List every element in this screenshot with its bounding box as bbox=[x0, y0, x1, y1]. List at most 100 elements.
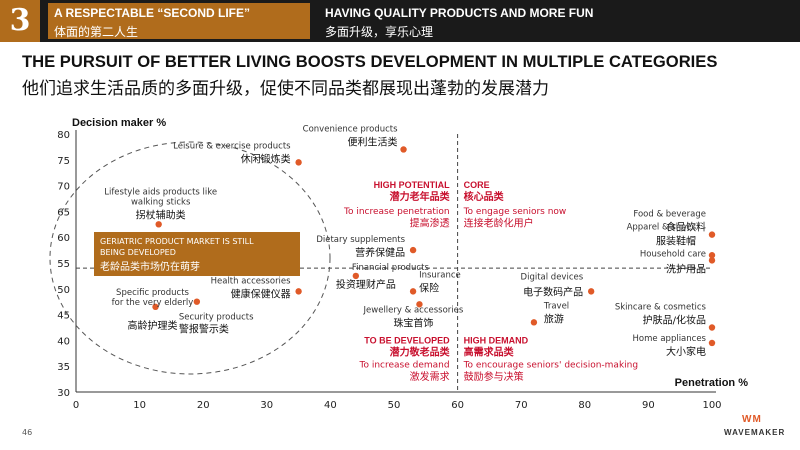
subsection-title-zh: 多面升级，享乐心理 bbox=[325, 25, 434, 39]
point-label-en: Insurance bbox=[419, 270, 461, 280]
quadrant-subtitle-zh: 激发需求 bbox=[410, 370, 450, 383]
data-point bbox=[295, 288, 302, 295]
callout-text-en-line2: BEING DEVELOPED bbox=[100, 248, 176, 257]
point-label-en: Digital devices bbox=[521, 272, 584, 282]
section-number: 3 bbox=[0, 0, 40, 42]
y-axis-title: Decision maker % bbox=[72, 117, 166, 129]
data-point bbox=[352, 272, 360, 280]
point-label-en: Dietary supplements bbox=[316, 235, 405, 245]
point-label-zh: 休闲锻炼类 bbox=[241, 152, 291, 165]
point-label-en: Jewellery & accessories bbox=[363, 305, 464, 315]
x-tick-label: 10 bbox=[133, 400, 146, 411]
quadrant-title-zh: 潜力老年品类 bbox=[390, 190, 450, 203]
top-bar: 3 A RESPECTABLE “SECOND LIFE” 体面的第二人生 HA… bbox=[0, 0, 800, 42]
y-tick-label: 80 bbox=[57, 130, 70, 141]
point-label-zh: 保险 bbox=[419, 281, 439, 294]
point-label-zh: 大小家电 bbox=[666, 345, 706, 358]
data-point bbox=[530, 319, 538, 326]
quadrant-subtitle-en: To increase demand bbox=[359, 361, 450, 371]
data-point bbox=[708, 339, 716, 347]
section-title-en: A RESPECTABLE “SECOND LIFE” bbox=[54, 6, 251, 20]
point-label-zh: 高龄护理类 bbox=[128, 319, 178, 332]
quadrant-title-zh: 高需求品类 bbox=[464, 345, 514, 358]
wavemaker-logo: WAVEMAKER bbox=[724, 428, 786, 437]
quadrant-title-en: TO BE DEVELOPED bbox=[364, 335, 450, 345]
point-label-zh: 投资理财产品 bbox=[336, 278, 396, 291]
point-label-en: Convenience products bbox=[303, 124, 398, 134]
point-label-zh: 珠宝首饰 bbox=[393, 316, 433, 329]
point-label-en: Health accessories bbox=[211, 276, 292, 286]
y-tick-label: 30 bbox=[57, 388, 70, 399]
data-point bbox=[409, 288, 417, 295]
callout-text-zh: 老龄品类市场仍在萌芽 bbox=[100, 260, 200, 273]
data-point bbox=[152, 303, 159, 311]
geriatric-market-ellipse bbox=[49, 141, 331, 375]
point-label-en: for the very elderly bbox=[112, 298, 194, 308]
point-label-en: Security products bbox=[179, 313, 254, 323]
point-label-en: Food & beverage bbox=[633, 210, 706, 220]
point-label-en: Apparel & shoes bbox=[627, 222, 697, 232]
x-tick-label: 100 bbox=[702, 400, 721, 411]
point-label-zh: 电子数码产品 bbox=[523, 285, 583, 298]
point-label-en: Skincare & cosmetics bbox=[615, 303, 707, 313]
quadrant-title-en: HIGH DEMAND bbox=[464, 335, 529, 345]
data-point bbox=[155, 221, 162, 228]
section-title-zh: 体面的第二人生 bbox=[54, 25, 139, 39]
y-tick-label: 35 bbox=[57, 362, 70, 373]
point-label-zh: 便利生活类 bbox=[348, 135, 398, 148]
point-label-zh: 服装鞋帽 bbox=[656, 234, 696, 247]
callout-text-en-line1: GERIATRIC PRODUCT MARKET IS STILL bbox=[100, 237, 254, 246]
point-label-en: Specific products bbox=[116, 288, 189, 298]
data-point bbox=[708, 324, 716, 331]
x-tick-label: 70 bbox=[515, 400, 528, 411]
point-label-en: Travel bbox=[543, 301, 569, 311]
quadrant-title-en: CORE bbox=[464, 180, 490, 190]
y-tick-label: 40 bbox=[57, 336, 70, 347]
point-label-en: walking sticks bbox=[131, 197, 191, 207]
data-point bbox=[193, 298, 201, 305]
x-tick-label: 30 bbox=[260, 400, 273, 411]
point-label-en: Home appliances bbox=[633, 334, 707, 344]
point-label-en: Household care bbox=[640, 249, 706, 259]
geriatric-callout-box bbox=[94, 232, 300, 276]
x-axis-title: Penetration % bbox=[675, 377, 749, 389]
y-tick-label: 50 bbox=[57, 285, 70, 296]
x-tick-label: 40 bbox=[324, 400, 337, 411]
y-tick-label: 55 bbox=[57, 259, 70, 270]
x-tick-label: 0 bbox=[73, 400, 79, 411]
x-tick-label: 20 bbox=[197, 400, 210, 411]
y-tick-label: 70 bbox=[57, 182, 70, 193]
x-tick-label: 50 bbox=[388, 400, 401, 411]
data-point bbox=[587, 288, 595, 295]
data-point bbox=[708, 257, 716, 264]
quadrant-subtitle-en: To increase penetration bbox=[343, 207, 450, 217]
x-tick-label: 60 bbox=[451, 400, 464, 411]
y-tick-label: 45 bbox=[57, 311, 70, 322]
point-label-en: Financial products bbox=[352, 263, 430, 273]
quadrant-subtitle-zh: 连接老龄化用户 bbox=[464, 216, 534, 229]
page-title-en: THE PURSUIT OF BETTER LIVING BOOSTS DEVE… bbox=[22, 52, 718, 71]
quadrant-title-zh: 潜力敬老品类 bbox=[390, 345, 450, 358]
point-label-zh: 洗护用品 bbox=[666, 262, 706, 275]
wavemaker-logo-mark: WM bbox=[742, 414, 762, 425]
point-label-en: Leisure & exercise products bbox=[173, 141, 291, 151]
point-label-zh: 健康保健仪器 bbox=[231, 287, 291, 300]
subsection-title-en: HAVING QUALITY PRODUCTS AND MORE FUN bbox=[325, 6, 594, 20]
scatter-chart: 30 35 40 45 50 55 60 65 70 75 80 0 10 20 30 40 50 60 70 80 9… bbox=[49, 117, 749, 411]
quadrant-subtitle-en: To encourage seniors' decision-making bbox=[463, 361, 638, 371]
y-tick-label: 65 bbox=[57, 207, 70, 218]
point-label-zh: 旅游 bbox=[544, 312, 564, 325]
data-point bbox=[416, 301, 423, 308]
quadrant-title-en: HIGH POTENTIAL bbox=[374, 180, 451, 190]
x-tick-label: 80 bbox=[578, 400, 591, 411]
x-tick-label: 90 bbox=[642, 400, 655, 411]
section-header-left: A RESPECTABLE “SECOND LIFE” 体面的第二人生 bbox=[48, 3, 310, 39]
y-tick-label: 60 bbox=[57, 233, 70, 244]
data-point bbox=[409, 246, 417, 254]
data-point bbox=[708, 252, 716, 259]
y-tick-label: 75 bbox=[57, 156, 70, 167]
quadrant-subtitle-zh: 鼓励参与决策 bbox=[464, 370, 524, 383]
data-point bbox=[400, 146, 407, 153]
point-label-en: Lifestyle aids products like bbox=[104, 187, 217, 197]
quadrant-subtitle-en: To engage seniors now bbox=[463, 207, 567, 217]
